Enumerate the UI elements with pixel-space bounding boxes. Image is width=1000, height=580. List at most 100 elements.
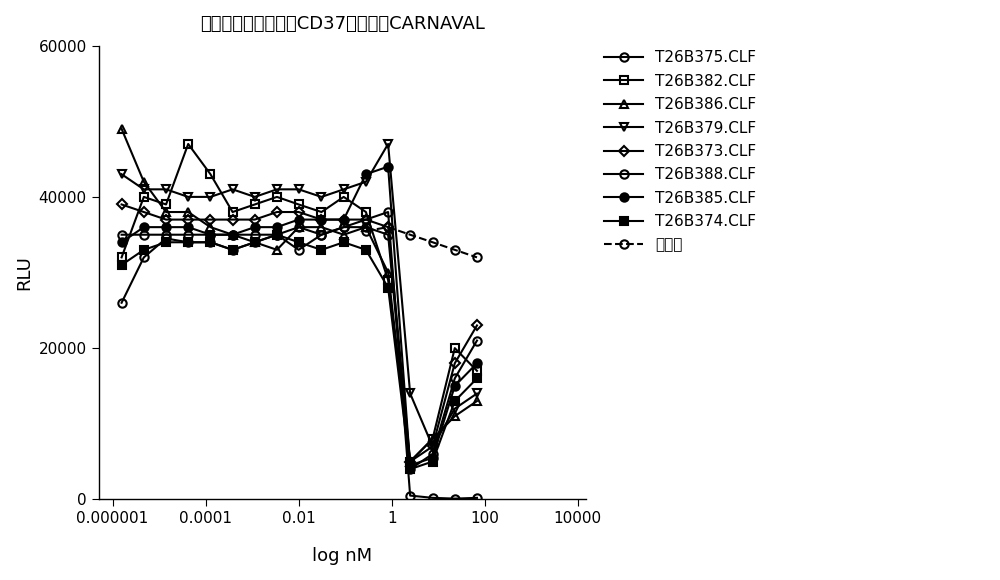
T26B382.CLF xyxy=(404,458,416,465)
T26B385.CLF xyxy=(204,231,216,238)
T26B374.CLF xyxy=(449,397,461,404)
T26B386.CLF xyxy=(449,413,461,420)
Line: T26B385.CLF: T26B385.CLF xyxy=(117,162,481,469)
Line: T26B386.CLF: T26B386.CLF xyxy=(117,125,481,466)
T26B385.CLF xyxy=(249,224,261,231)
T26B388.CLF xyxy=(249,231,261,238)
T26B388.CLF xyxy=(271,231,283,238)
T26B379.CLF xyxy=(227,186,239,193)
Legend: T26B375.CLF, T26B382.CLF, T26B386.CLF, T26B379.CLF, T26B373.CLF, T26B388.CLF, T2: T26B375.CLF, T26B382.CLF, T26B386.CLF, T… xyxy=(598,44,762,259)
T26B382.CLF xyxy=(360,209,372,216)
T26B374.CLF xyxy=(249,239,261,246)
T26B385.CLF xyxy=(382,163,394,170)
T26B375.CLF xyxy=(449,495,461,502)
T26B375.CLF xyxy=(160,235,172,242)
T26B388.CLF xyxy=(427,451,439,458)
T26B379.CLF xyxy=(160,186,172,193)
T26B374.CLF xyxy=(338,239,350,246)
T26B386.CLF xyxy=(471,397,483,404)
T26B379.CLF xyxy=(271,186,283,193)
T26B388.CLF xyxy=(204,231,216,238)
T26B373.CLF xyxy=(360,216,372,223)
T26B388.CLF xyxy=(227,231,239,238)
T26B385.CLF xyxy=(360,171,372,177)
T26B379.CLF xyxy=(116,171,128,177)
T26B388.CLF xyxy=(315,231,327,238)
T26B375.CLF xyxy=(382,209,394,216)
T26B382.CLF xyxy=(271,193,283,200)
T26B382.CLF xyxy=(116,254,128,261)
同种型 xyxy=(382,224,394,231)
T26B385.CLF xyxy=(449,382,461,389)
T26B374.CLF xyxy=(227,246,239,253)
T26B385.CLF xyxy=(138,224,150,231)
T26B385.CLF xyxy=(182,224,194,231)
Y-axis label: RLU: RLU xyxy=(15,255,33,290)
T26B374.CLF xyxy=(160,239,172,246)
T26B379.CLF xyxy=(138,186,150,193)
T26B386.CLF xyxy=(360,224,372,231)
T26B382.CLF xyxy=(227,209,239,216)
T26B379.CLF xyxy=(471,390,483,397)
T26B388.CLF xyxy=(138,231,150,238)
T26B382.CLF xyxy=(382,277,394,284)
T26B373.CLF xyxy=(138,209,150,216)
T26B379.CLF xyxy=(204,193,216,200)
T26B373.CLF xyxy=(449,360,461,367)
T26B374.CLF xyxy=(404,466,416,473)
Line: T26B373.CLF: T26B373.CLF xyxy=(118,201,480,465)
T26B379.CLF xyxy=(382,140,394,147)
T26B373.CLF xyxy=(293,209,305,216)
T26B386.CLF xyxy=(116,125,128,132)
T26B374.CLF xyxy=(138,246,150,253)
T26B373.CLF xyxy=(427,443,439,450)
T26B373.CLF xyxy=(204,216,216,223)
T26B382.CLF xyxy=(160,201,172,208)
T26B375.CLF xyxy=(249,239,261,246)
T26B375.CLF xyxy=(116,299,128,306)
T26B382.CLF xyxy=(427,436,439,443)
T26B386.CLF xyxy=(293,224,305,231)
T26B373.CLF xyxy=(160,216,172,223)
T26B373.CLF xyxy=(116,201,128,208)
T26B373.CLF xyxy=(249,216,261,223)
T26B386.CLF xyxy=(160,209,172,216)
T26B388.CLF xyxy=(404,466,416,473)
T26B388.CLF xyxy=(116,231,128,238)
T26B386.CLF xyxy=(138,178,150,185)
同种型 xyxy=(404,231,416,238)
T26B373.CLF xyxy=(382,224,394,231)
T26B375.CLF xyxy=(227,246,239,253)
T26B379.CLF xyxy=(404,390,416,397)
T26B388.CLF xyxy=(293,224,305,231)
T26B385.CLF xyxy=(160,224,172,231)
T26B374.CLF xyxy=(382,284,394,291)
T26B375.CLF xyxy=(315,231,327,238)
T26B386.CLF xyxy=(182,209,194,216)
T26B373.CLF xyxy=(338,216,350,223)
T26B382.CLF xyxy=(315,209,327,216)
T26B388.CLF xyxy=(382,231,394,238)
T26B382.CLF xyxy=(204,171,216,177)
T26B375.CLF xyxy=(360,216,372,223)
T26B382.CLF xyxy=(138,193,150,200)
Line: 同种型: 同种型 xyxy=(362,223,481,262)
T26B388.CLF xyxy=(471,337,483,344)
T26B385.CLF xyxy=(293,216,305,223)
T26B385.CLF xyxy=(116,239,128,246)
T26B388.CLF xyxy=(449,375,461,382)
T26B379.CLF xyxy=(249,193,261,200)
T26B374.CLF xyxy=(182,239,194,246)
T26B386.CLF xyxy=(427,436,439,443)
T26B375.CLF xyxy=(293,246,305,253)
T26B375.CLF xyxy=(471,494,483,501)
同种型 xyxy=(360,227,372,234)
T26B382.CLF xyxy=(182,140,194,147)
T26B386.CLF xyxy=(382,269,394,276)
T26B386.CLF xyxy=(271,246,283,253)
T26B373.CLF xyxy=(315,216,327,223)
T26B375.CLF xyxy=(204,239,216,246)
T26B379.CLF xyxy=(427,443,439,450)
T26B374.CLF xyxy=(315,246,327,253)
T26B386.CLF xyxy=(338,231,350,238)
